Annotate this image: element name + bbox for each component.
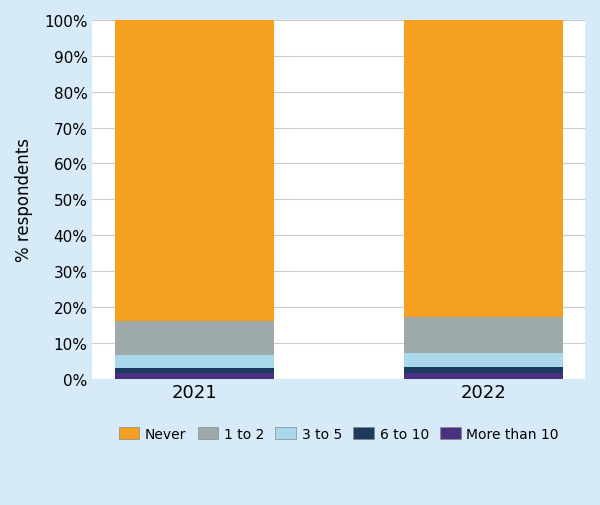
Bar — [404, 317, 563, 353]
Bar — [115, 21, 274, 322]
Y-axis label: % respondents: % respondents — [15, 138, 33, 262]
Bar — [404, 21, 563, 317]
Bar — [115, 373, 274, 379]
Bar — [404, 367, 563, 373]
Bar — [404, 353, 563, 367]
Bar — [404, 373, 563, 379]
Bar — [115, 322, 274, 356]
Bar — [115, 368, 274, 373]
Bar — [115, 356, 274, 368]
Legend: Never, 1 to 2, 3 to 5, 6 to 10, More than 10: Never, 1 to 2, 3 to 5, 6 to 10, More tha… — [113, 422, 565, 446]
